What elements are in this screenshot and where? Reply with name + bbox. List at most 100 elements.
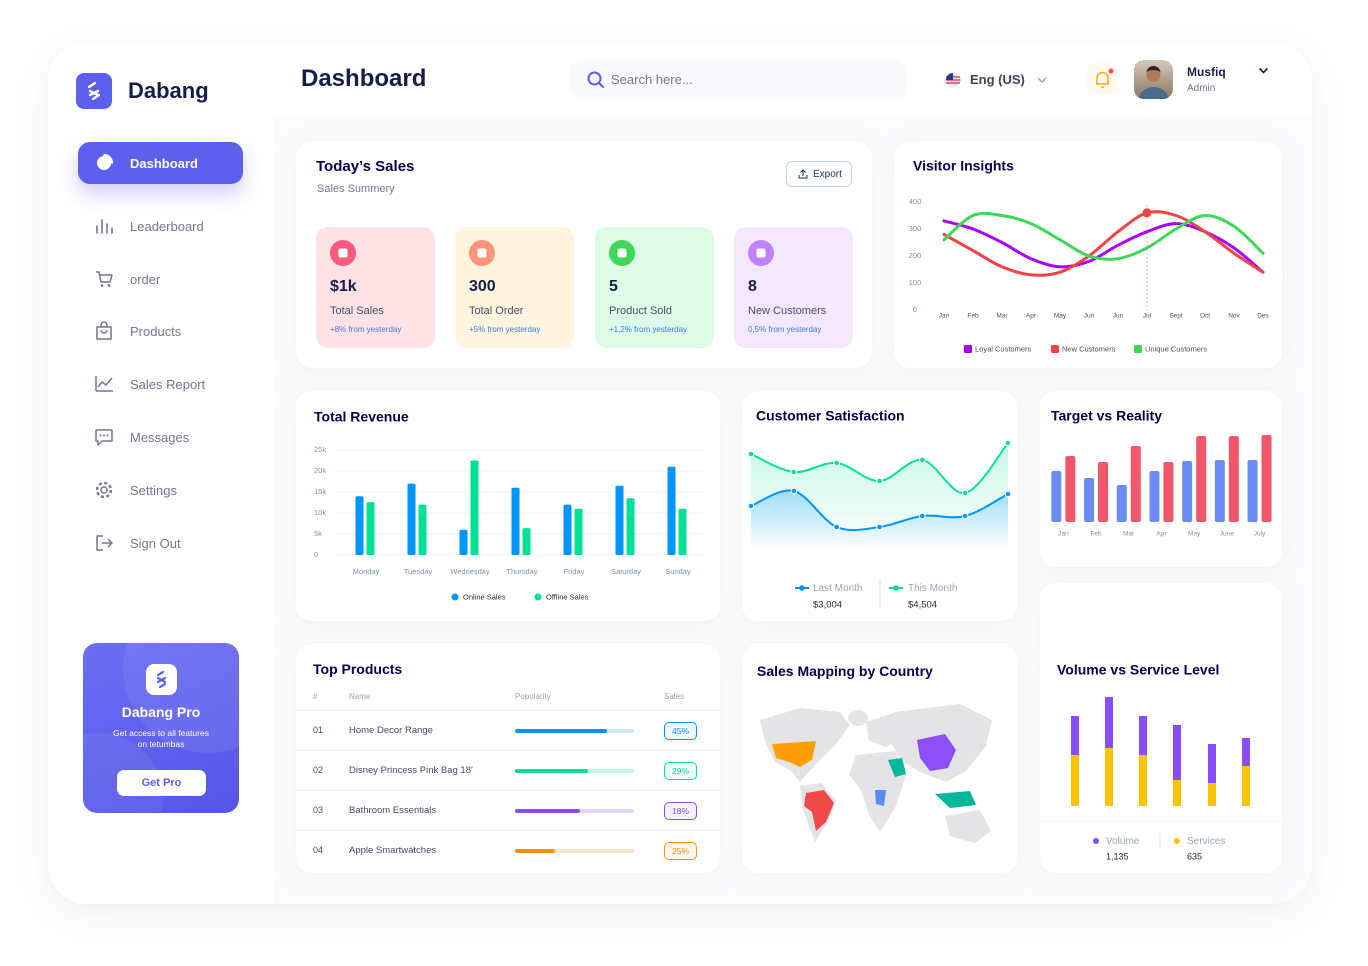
stat-label: Total Sales: [330, 305, 384, 317]
nav-item[interactable]: Messages: [78, 416, 243, 458]
popularity-track: [515, 769, 634, 773]
popularity-track: [515, 809, 634, 813]
export-label: Export: [813, 169, 842, 180]
stat-icon-glyph: [338, 248, 348, 258]
nav-icon-glyph: [95, 429, 113, 446]
nav-item[interactable]: Sign Out: [78, 522, 243, 564]
promo-icon-glyph: [156, 670, 167, 689]
stat-icon: [469, 240, 495, 266]
nav-label: Leaderboard: [130, 219, 204, 234]
stat-change: +8% from yesterday: [330, 325, 402, 334]
stat-value: 5: [609, 278, 618, 295]
row-name: Bathroom Essentials: [349, 805, 437, 816]
card-title: Top Products: [313, 661, 403, 677]
nav-label: Dashboard: [130, 156, 198, 171]
row-divider: [297, 830, 719, 831]
user-role: Admin: [1187, 83, 1216, 94]
bell-icon: [1096, 68, 1114, 88]
popularity-track: [515, 729, 634, 733]
divider: [1040, 820, 1282, 821]
stat-label: Product Sold: [609, 305, 672, 317]
nav-icon: [94, 153, 114, 173]
nav-label: Products: [130, 324, 182, 339]
stat-value: 8: [748, 278, 757, 295]
nav-icon-glyph: [95, 376, 113, 392]
search-box[interactable]: Search here...: [569, 60, 907, 99]
logo: [76, 73, 112, 109]
country: [772, 741, 816, 767]
country: [917, 734, 956, 771]
total-revenue-card: [296, 391, 720, 621]
language: Eng (US): [970, 72, 1025, 87]
country: [804, 790, 834, 831]
nav-icon: [94, 480, 114, 500]
nav-label: Settings: [130, 483, 177, 498]
nav-icon: [94, 269, 114, 289]
nav-icon: [94, 374, 114, 394]
stat-value: $1k: [330, 278, 357, 295]
sales-pill: 18%: [664, 802, 697, 820]
row-name: Apple Smartwatches: [349, 845, 437, 856]
row-rank: 01: [313, 725, 324, 735]
promo-title: Dabang Pro: [121, 704, 201, 720]
popularity-bar: [515, 729, 607, 733]
stat-icon: [748, 240, 774, 266]
nav-item[interactable]: Settings: [78, 469, 243, 511]
row-name: Home Decor Range: [349, 725, 433, 736]
nav-item[interactable]: Dashboard: [78, 142, 243, 184]
popularity-bar: [515, 849, 556, 853]
nav-item[interactable]: order: [78, 258, 243, 300]
chevron: [1037, 77, 1047, 83]
notification-button[interactable]: [1087, 63, 1118, 95]
export-button[interactable]: Export: [786, 161, 852, 187]
nav-label: Sales Report: [130, 377, 206, 392]
sales-pill: 25%: [664, 842, 697, 860]
nav-item[interactable]: Leaderboard: [78, 205, 243, 247]
popularity-bar: [515, 809, 581, 813]
stat-icon-glyph: [617, 248, 627, 258]
country: [875, 790, 886, 806]
page-title: Dashboard: [301, 65, 427, 92]
stat-change: +5% from yesterday: [469, 325, 541, 334]
popularity-bar: [515, 769, 588, 773]
row-divider: [297, 710, 719, 711]
avatar[interactable]: [1134, 60, 1173, 99]
table-header: #: [313, 692, 318, 701]
stat-icon: [609, 240, 635, 266]
continent: [848, 710, 868, 726]
nav-icon-glyph: [95, 481, 113, 499]
flag-icon: [945, 72, 961, 88]
nav-item[interactable]: Sales Report: [78, 363, 243, 405]
nav-icon: [94, 321, 114, 341]
stat-icon-glyph: [756, 248, 766, 258]
nav-icon-glyph: [96, 219, 113, 234]
stat-card: $1k Total Sales +8% from yesterday: [316, 227, 435, 348]
promo-card: Dabang Pro Get access to all features on…: [83, 643, 239, 813]
stat-change: +1,2% from yesterday: [609, 325, 688, 334]
top-products-card: Top Products: [296, 644, 720, 873]
stat-change: 0,5% from yesterday: [748, 325, 822, 334]
avatar-image: [1139, 66, 1168, 99]
row-divider: [297, 790, 719, 791]
volume-vs-service-card: [1040, 583, 1282, 873]
popularity-track: [515, 849, 634, 853]
table-header: Popularity: [515, 692, 551, 701]
export-icon: [798, 169, 808, 179]
stat-icon: [330, 240, 356, 266]
promo-button[interactable]: Get Pro: [117, 770, 206, 796]
sales-map-card: Sales Mapping by Country: [742, 644, 1017, 873]
nav-item[interactable]: Products: [78, 310, 243, 352]
customer-satisfaction-card: [742, 391, 1017, 621]
user-menu-chevron[interactable]: [1258, 67, 1269, 75]
sales-pill: 45%: [664, 722, 697, 740]
user-name: Musfiq: [1187, 65, 1226, 79]
nav-icon-glyph: [96, 271, 113, 287]
nav-icon: [94, 533, 114, 553]
brand: Dabang: [128, 78, 209, 103]
card-subtitle: Sales Summery: [317, 183, 395, 195]
nav-icon-glyph: [96, 535, 113, 551]
language-selector[interactable]: Eng (US): [945, 70, 1055, 90]
country: [935, 791, 976, 808]
stat-icon-glyph: [477, 248, 487, 258]
